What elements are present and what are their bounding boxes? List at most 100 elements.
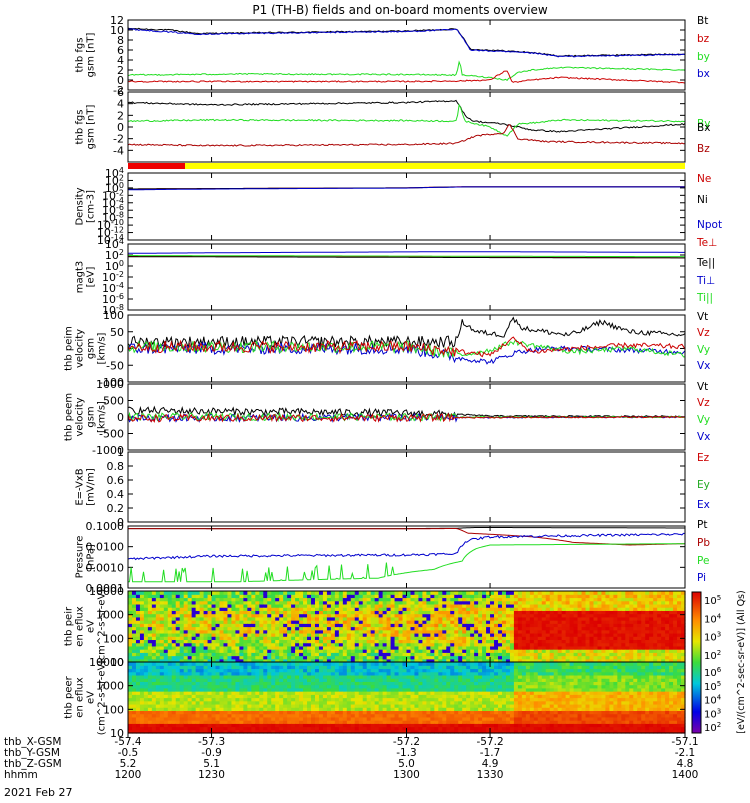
spectrogram-cell: [291, 662, 296, 666]
spectrogram-cell: [307, 591, 312, 595]
spectrogram-cell: [422, 591, 427, 595]
spectrogram-cell: [395, 662, 400, 666]
spectrogram-cell: [144, 662, 149, 666]
spectrogram-cell: [335, 591, 340, 595]
y-tick-label: -4: [113, 144, 124, 157]
spectrogram-cell: [399, 591, 404, 595]
spectrogram-cell: [152, 662, 157, 666]
spectrogram-cell: [196, 662, 201, 666]
spectrogram-cell: [418, 591, 423, 595]
y-tick-label: 0.8: [107, 460, 125, 473]
y-axis-label: E=-VxB[mV/m]: [75, 468, 97, 506]
spectrogram-cell: [343, 591, 348, 595]
spectrogram-cell: [279, 662, 284, 666]
spectrogram-cell: [593, 591, 598, 595]
spectrogram-cell: [216, 662, 221, 666]
y-axis-label: Density[cm-3]: [75, 187, 97, 225]
spectrogram-cell: [176, 662, 181, 666]
spectrogram-cell: [204, 591, 209, 595]
spectrogram-cells: [128, 662, 686, 734]
spectrogram-cell: [446, 591, 451, 595]
spectrogram-cell: [434, 591, 439, 595]
spectrogram-cell: [287, 591, 292, 595]
spectrogram-cell: [231, 662, 236, 666]
spectrogram-cell: [184, 591, 189, 595]
spectrogram-cell: [605, 591, 610, 595]
spectrogram-cell: [220, 591, 225, 595]
spectrogram-cell: [407, 591, 412, 595]
spectrogram-cell: [303, 662, 308, 666]
spectrogram-cell: [407, 662, 412, 666]
spectrogram-cell: [311, 591, 316, 595]
panel-frame: [128, 92, 685, 162]
spectrogram-cell: [494, 591, 499, 595]
spectrogram-cell: [538, 591, 543, 595]
spectrogram-cell: [383, 662, 388, 666]
spectrogram-cell: [172, 591, 177, 595]
series-line-pi: [128, 533, 685, 559]
legend-item: bz: [697, 33, 710, 45]
spectrogram-cell: [367, 591, 372, 595]
spectrogram-cell: [239, 591, 244, 595]
spectrogram-cell: [343, 662, 348, 666]
spectrogram-cell: [331, 591, 336, 595]
spectrogram-cell: [299, 662, 304, 666]
spectrogram-cell: [140, 591, 145, 595]
spectrogram-cell: [164, 591, 169, 595]
spectrogram-cell: [347, 662, 352, 666]
spectrogram-cell: [291, 591, 296, 595]
spectrogram-cell: [414, 591, 419, 595]
spectrogram-cell: [669, 591, 674, 595]
spectrogram-cell: [223, 591, 228, 595]
spectrogram-cell: [506, 591, 511, 595]
spectrogram-cell: [566, 591, 571, 595]
legend-item: Vy: [697, 414, 710, 426]
spectrogram-cell: [315, 662, 320, 666]
legend-item: Ti||: [696, 292, 713, 304]
spectrogram-cell: [502, 591, 507, 595]
spectrogram-cell: [172, 662, 177, 666]
spectrogram-cell: [574, 591, 579, 595]
spectrogram-cell: [315, 591, 320, 595]
legend-item: by: [697, 51, 710, 63]
y-tick-label: 100: [103, 309, 124, 322]
spectrogram-cell: [438, 591, 443, 595]
spectrogram-cell: [570, 591, 575, 595]
series-line-by: [128, 105, 685, 136]
spectrogram-cell: [140, 662, 145, 666]
y-tick-label: 50: [110, 326, 124, 339]
plot-title: P1 (TH-B) fields and on-board moments ov…: [252, 3, 548, 17]
spectrogram-cell: [339, 591, 344, 595]
spectrogram-cell: [359, 591, 364, 595]
spectrogram-cell: [235, 591, 240, 595]
spectrogram-cell: [522, 591, 527, 595]
spectrogram-cell: [550, 591, 555, 595]
spectrogram-cells: [128, 591, 686, 663]
legend-item: Ne: [697, 173, 711, 185]
spectrogram-cell: [430, 591, 435, 595]
legend-item: Vt: [697, 381, 708, 393]
spectrogram-cell: [267, 591, 272, 595]
spectrogram-cell: [518, 591, 523, 595]
y-axis-label: thb peimvelocitygsm[km/s]: [64, 326, 108, 371]
series-line-bx: [128, 100, 685, 132]
y-tick-label: 0: [117, 343, 124, 356]
spectrogram-cell: [239, 662, 244, 666]
series-line-bz: [128, 125, 685, 146]
panel-8: 0.10000.01000.00100.0001Pressure[nPa]PtP…: [75, 519, 711, 595]
spectrogram-cell: [279, 591, 284, 595]
spectrogram-cell: [263, 662, 268, 666]
spectrogram-cell: [243, 591, 248, 595]
spectrogram-cell: [267, 662, 272, 666]
spectrogram-cell: [363, 662, 368, 666]
panel-frame: [128, 173, 685, 240]
spectrogram-cell: [307, 662, 312, 666]
spectrogram-cell: [514, 591, 519, 595]
spectrogram-cell: [188, 662, 193, 666]
spectrogram-cell: [255, 591, 260, 595]
